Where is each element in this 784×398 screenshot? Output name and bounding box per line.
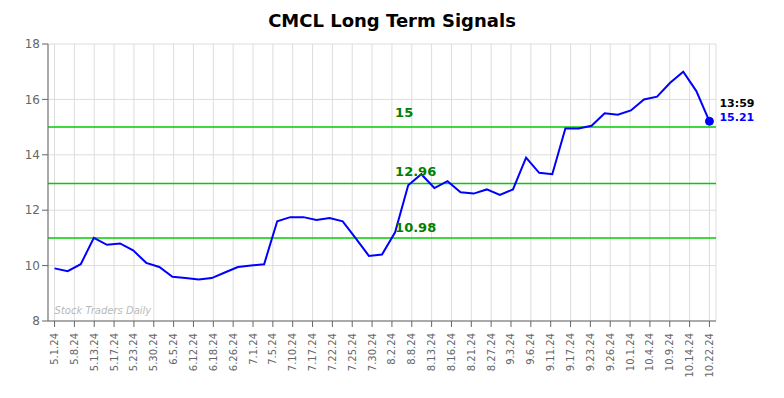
html-text:CMCL Long Term Signals: CMCL Long Term Signals — [268, 10, 516, 31]
svg-text:9.17.24: 9.17.24 — [565, 333, 576, 371]
svg-text:9.3.24: 9.3.24 — [505, 333, 516, 365]
svg-text:6.5.24: 6.5.24 — [168, 333, 179, 365]
svg-text:10.22.24: 10.22.24 — [704, 333, 715, 378]
svg-text:Stock Traders Daily: Stock Traders Daily — [55, 305, 153, 316]
svg-text:18: 18 — [25, 37, 40, 51]
svg-text:5.8.24: 5.8.24 — [69, 333, 80, 365]
svg-text:13:59: 13:59 — [719, 97, 754, 110]
svg-text:5.30.24: 5.30.24 — [148, 333, 159, 371]
svg-text:9.6.24: 9.6.24 — [525, 333, 536, 365]
svg-text:14: 14 — [25, 148, 40, 162]
svg-text:8.27.24: 8.27.24 — [486, 333, 497, 371]
svg-text:8.8.24: 8.8.24 — [406, 333, 417, 365]
svg-text:7.1.24: 7.1.24 — [248, 333, 259, 365]
svg-text:5.13.24: 5.13.24 — [89, 333, 100, 371]
svg-text:8.16.24: 8.16.24 — [446, 333, 457, 371]
svg-text:12: 12 — [25, 203, 40, 217]
svg-text:6.26.24: 6.26.24 — [228, 333, 239, 371]
svg-text:9.26.24: 9.26.24 — [605, 333, 616, 371]
svg-text:8.21.24: 8.21.24 — [466, 333, 477, 371]
svg-text:6.12.24: 6.12.24 — [188, 333, 199, 371]
svg-text:15.21: 15.21 — [719, 111, 754, 124]
svg-text:10.98: 10.98 — [395, 220, 436, 235]
svg-text:9.11.24: 9.11.24 — [545, 333, 556, 371]
svg-text:9.23.24: 9.23.24 — [585, 333, 596, 371]
svg-text:5.1.24: 5.1.24 — [49, 333, 60, 365]
svg-text:5.17.24: 5.17.24 — [109, 333, 120, 371]
svg-text:7.25.24: 7.25.24 — [347, 333, 358, 371]
svg-text:10.9.24: 10.9.24 — [664, 333, 675, 371]
svg-text:6.18.24: 6.18.24 — [208, 333, 219, 371]
svg-text:15: 15 — [395, 105, 413, 120]
svg-text:7.5.24: 7.5.24 — [267, 333, 278, 365]
svg-text:16: 16 — [25, 93, 40, 107]
svg-text:8.2.24: 8.2.24 — [386, 333, 397, 365]
svg-text:8.13.24: 8.13.24 — [426, 333, 437, 371]
svg-text:12.96: 12.96 — [395, 164, 436, 179]
svg-text:5.23.24: 5.23.24 — [128, 333, 139, 371]
svg-text:7.17.24: 7.17.24 — [307, 333, 318, 371]
svg-text:8: 8 — [32, 314, 40, 328]
svg-text:10.4.24: 10.4.24 — [644, 333, 655, 371]
svg-text:7.22.24: 7.22.24 — [327, 333, 338, 371]
svg-text:10: 10 — [25, 259, 40, 273]
svg-text:7.10.24: 7.10.24 — [287, 333, 298, 371]
svg-text:10.1.24: 10.1.24 — [625, 333, 636, 371]
svg-text:10.14.24: 10.14.24 — [684, 333, 695, 378]
svg-text:7.30.24: 7.30.24 — [367, 333, 378, 371]
